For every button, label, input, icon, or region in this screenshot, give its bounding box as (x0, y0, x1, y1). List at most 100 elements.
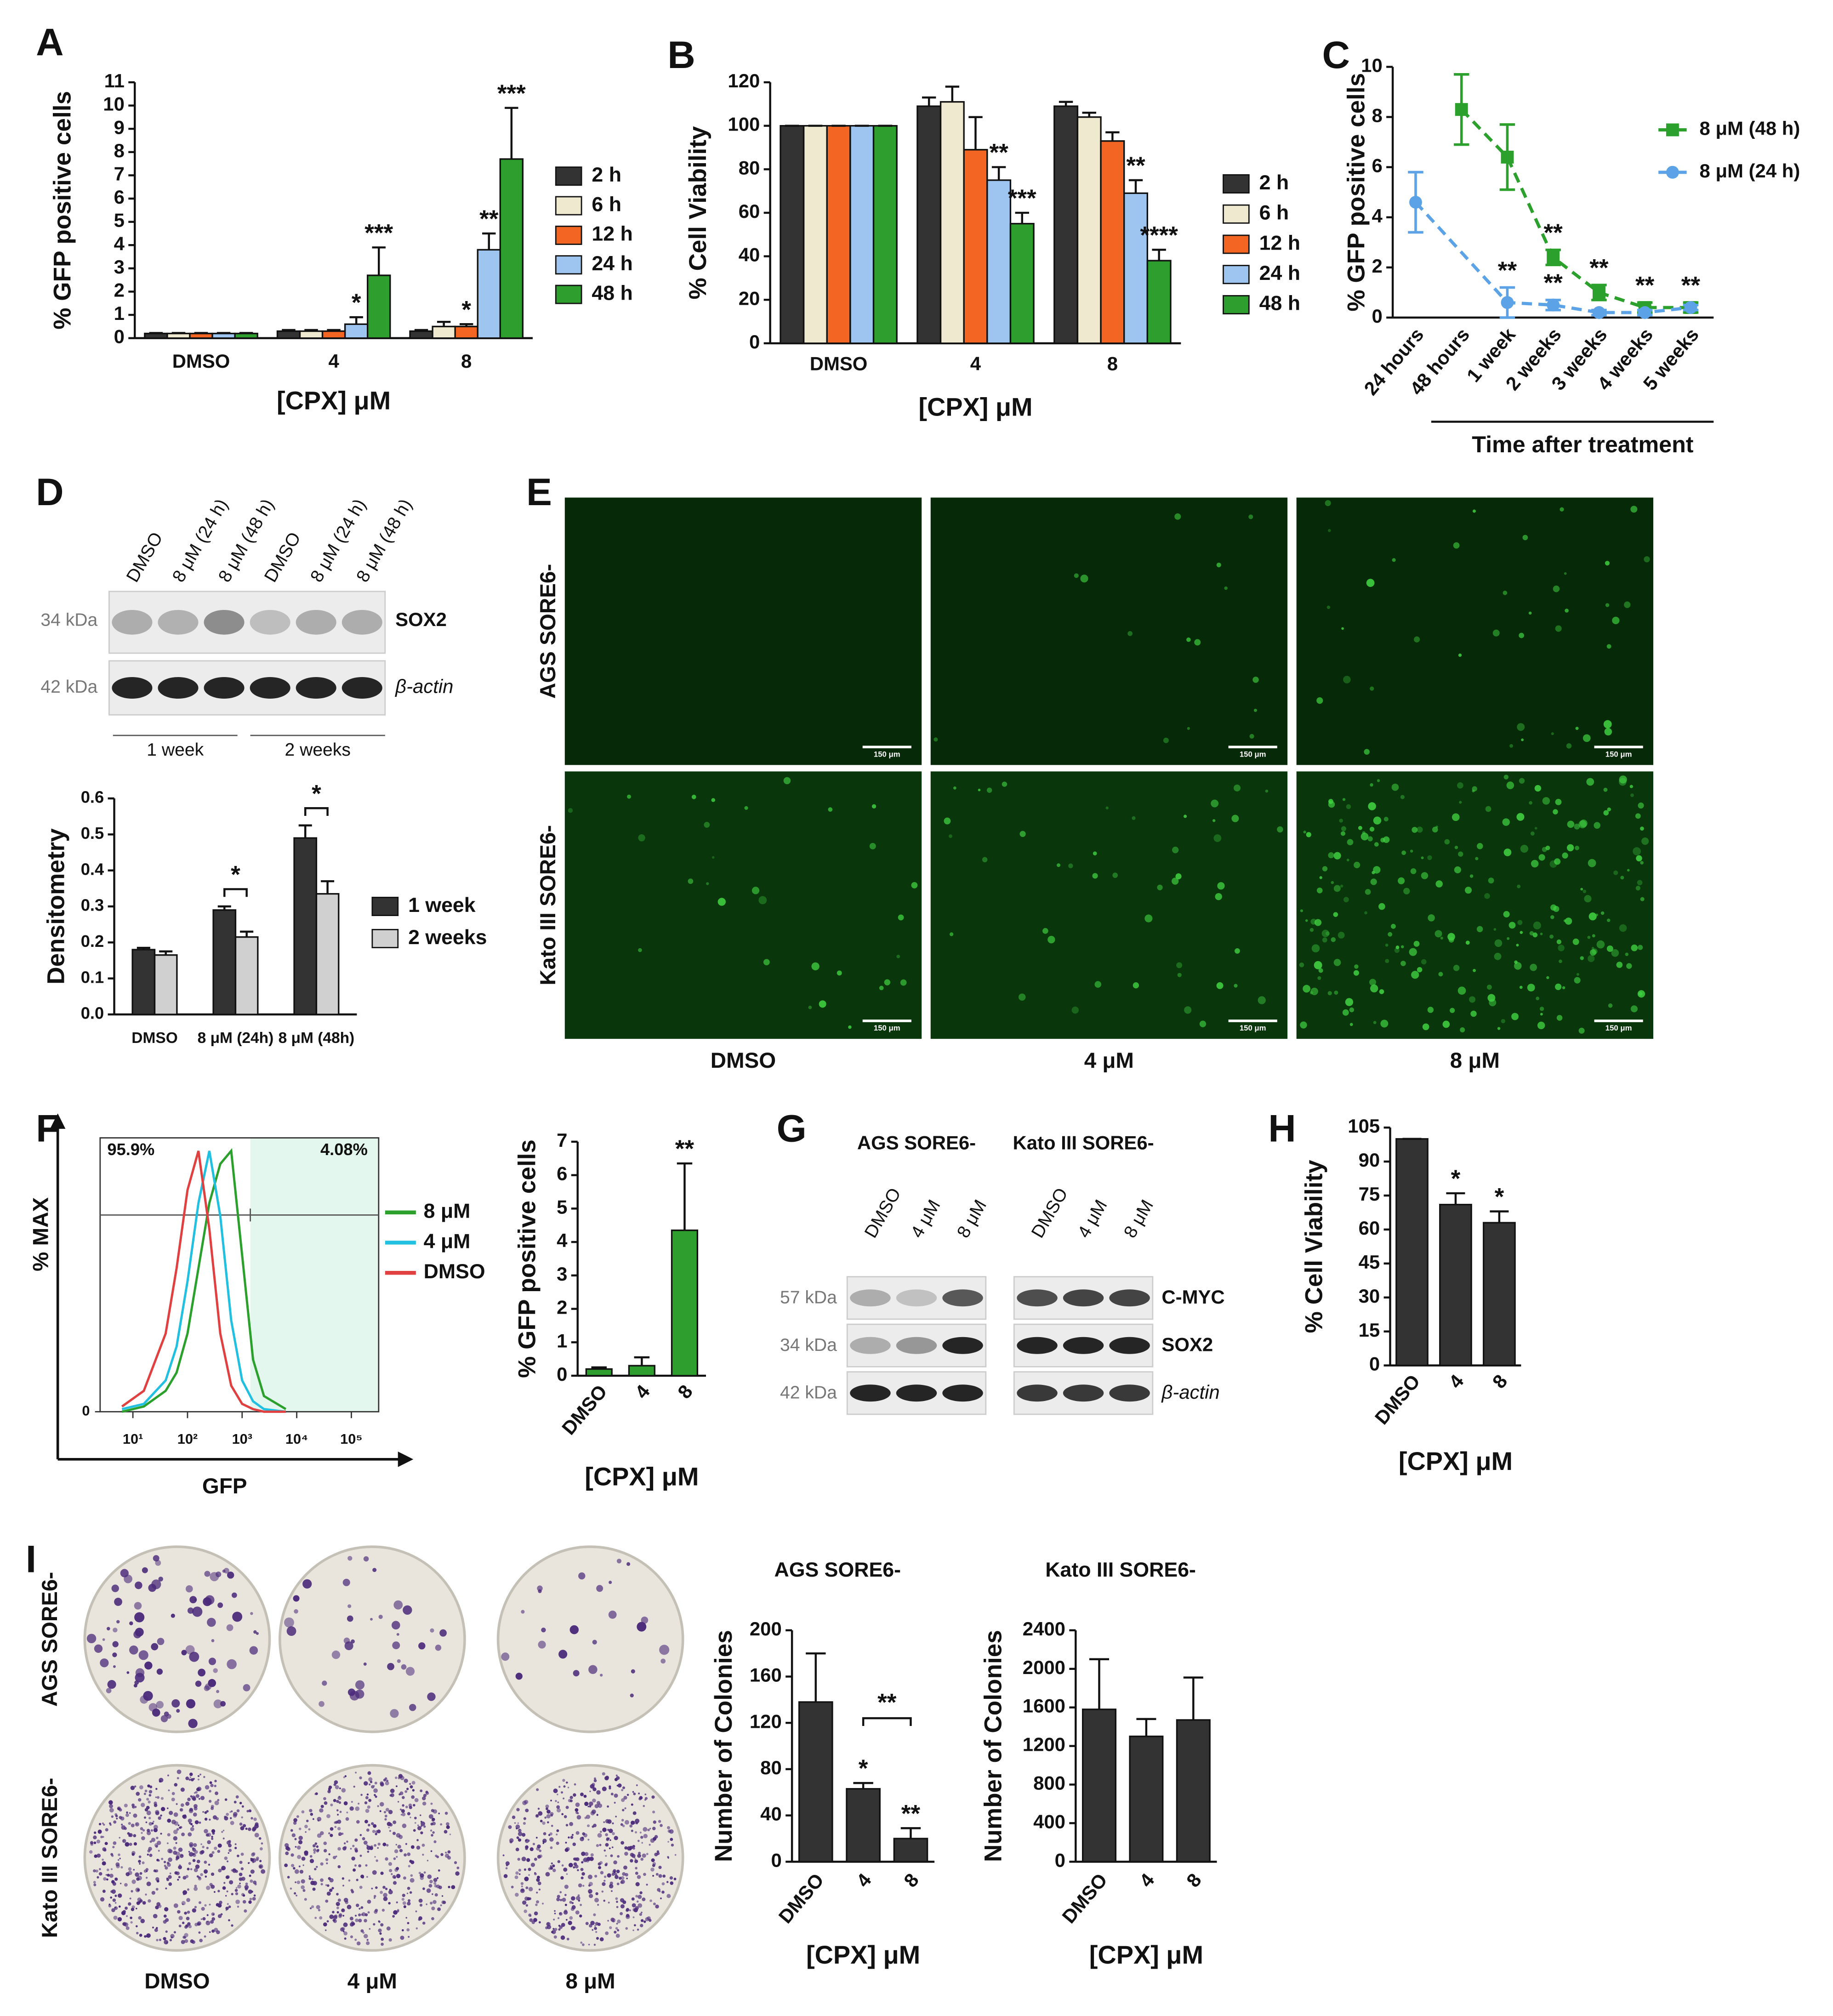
colony (586, 1824, 590, 1828)
error-bar (137, 946, 150, 950)
colony (182, 1814, 187, 1819)
cell-signal (1175, 873, 1182, 880)
y-tick-label: 0 (557, 1363, 567, 1385)
colony (362, 1837, 365, 1840)
colony (189, 1808, 193, 1812)
colony (336, 1809, 339, 1811)
cell-signal (1339, 819, 1343, 823)
x-tick-label: 10⁵ (340, 1431, 363, 1447)
error-bar (1105, 131, 1120, 141)
colony (141, 1803, 145, 1807)
colony (131, 1890, 133, 1893)
colony (298, 1835, 303, 1840)
colony (189, 1772, 193, 1776)
colony (617, 1919, 621, 1924)
colony (603, 1849, 606, 1852)
colony (153, 1821, 154, 1822)
colony (397, 1659, 401, 1663)
colony (435, 1644, 442, 1651)
colony (287, 1876, 290, 1879)
colony (337, 1827, 341, 1831)
colony (313, 1848, 317, 1852)
significance: ** (989, 139, 1008, 166)
colony (615, 1875, 619, 1879)
colony (611, 1918, 616, 1923)
colony (192, 1908, 196, 1913)
colony (164, 1907, 169, 1912)
colony (199, 1773, 201, 1776)
colony (366, 1844, 369, 1847)
colony (537, 1807, 540, 1810)
significance: ** (1635, 272, 1655, 299)
colony (111, 1584, 119, 1592)
y-tick-label: 2 (557, 1297, 567, 1318)
protein-label: C-MYC (1161, 1286, 1224, 1308)
colony (130, 1916, 132, 1919)
colony (113, 1915, 118, 1920)
colony (110, 1890, 113, 1893)
colony (326, 1920, 329, 1923)
y-tick-label: 800 (1033, 1772, 1065, 1794)
colony (353, 1868, 356, 1872)
colony (602, 1786, 607, 1791)
colony (156, 1796, 159, 1799)
colony (652, 1862, 656, 1866)
cell-signal (1187, 727, 1190, 730)
colony (207, 1840, 211, 1845)
colony (363, 1662, 367, 1666)
colony (150, 1829, 154, 1832)
colony (236, 1809, 240, 1812)
colony (298, 1840, 303, 1845)
lane-label: 4 μM (907, 1196, 945, 1241)
colony (601, 1891, 604, 1893)
colony (180, 1826, 182, 1829)
colony (337, 1813, 339, 1816)
colony (505, 1867, 508, 1870)
colony (206, 1914, 209, 1916)
cell-signal (1556, 939, 1561, 945)
colony (375, 1833, 377, 1835)
colony (137, 1897, 142, 1902)
colony (446, 1822, 450, 1826)
cell-signal (1641, 837, 1649, 845)
blot-band (1017, 1384, 1058, 1402)
colony (248, 1889, 253, 1894)
cell-signal (1235, 948, 1240, 954)
cell-signal (1630, 506, 1638, 513)
colony (575, 1910, 580, 1915)
y-tick-label: 160 (750, 1664, 782, 1686)
colony (135, 1673, 145, 1683)
colony (237, 1884, 241, 1889)
colony (200, 1918, 203, 1920)
colony (187, 1910, 190, 1914)
y-axis-label: Densitometry (43, 828, 70, 985)
colony (521, 1885, 523, 1888)
cell-line-label: Kato III SORE6- (1013, 1132, 1154, 1154)
cell-signal (1492, 629, 1500, 637)
cell-signal (1163, 737, 1169, 743)
error-bar (1136, 1718, 1156, 1737)
colony (149, 1853, 153, 1857)
colony (639, 1913, 642, 1916)
colony (322, 1680, 327, 1686)
colony (158, 1859, 160, 1862)
colony (524, 1909, 527, 1913)
colony (253, 1894, 256, 1897)
colony (643, 1805, 645, 1807)
kda-label: 42 kDa (780, 1383, 837, 1402)
legend-swatch (555, 255, 582, 275)
cell-signal (982, 857, 988, 863)
colony (168, 1789, 170, 1792)
cell-signal (712, 856, 715, 859)
cell-signal (1488, 877, 1494, 884)
marker (1501, 296, 1514, 309)
colony (568, 1862, 573, 1868)
colony (584, 1801, 589, 1806)
y-tick-label: 45 (1359, 1251, 1380, 1273)
colony (583, 1857, 588, 1862)
colony (251, 1852, 255, 1857)
colony (539, 1854, 543, 1858)
colony (537, 1585, 543, 1591)
colony (187, 1868, 190, 1871)
